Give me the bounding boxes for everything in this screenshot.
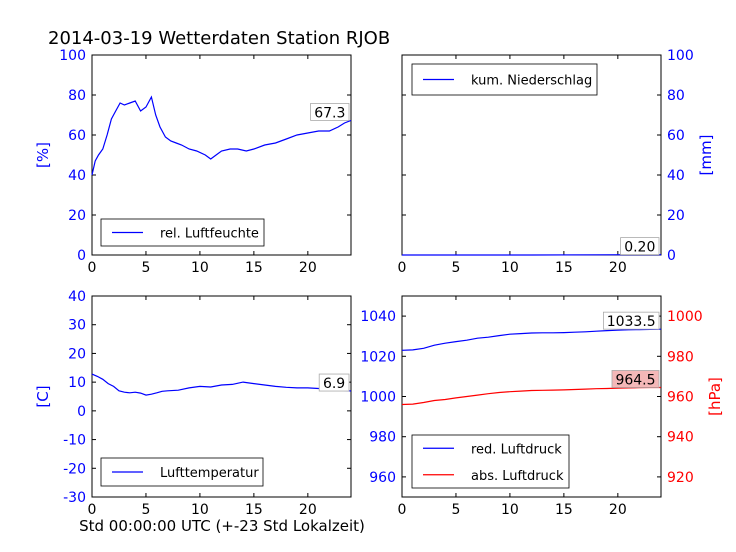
y-axis-label: [C] (34, 385, 52, 407)
y-tick-label: 20 (68, 346, 86, 362)
y-tick-label: 980 (369, 430, 396, 446)
legend-label: red. Luftdruck (471, 442, 562, 457)
y-tick-label: 40 (68, 289, 86, 305)
end-label-box (620, 237, 660, 256)
legend-label: kum. Niederschlag (471, 74, 592, 89)
end-label: 0.20 (624, 240, 655, 256)
legend-label: abs. Luftdruck (471, 469, 564, 484)
y2-axis-label: [hPa] (706, 377, 724, 416)
panel-pressure: 0 5 10 15 20 960 980 1000 1020 1040 920 940 960 980 10… (360, 295, 724, 518)
plot-frame (91, 54, 352, 256)
y-tick-label: 20 (68, 208, 86, 224)
x-axis-label: Std 00:00:00 UTC (+-23 Std Lokalzeit) (79, 517, 365, 535)
x-tick-label: 15 (555, 260, 573, 276)
x-tick-label: 20 (299, 260, 317, 276)
y-axis-label: [mm] (697, 135, 715, 176)
y-tick-label: 0 (77, 404, 86, 420)
x-tick-label: 20 (609, 502, 627, 518)
y-tick-label: 40 (667, 168, 685, 184)
x-tick-label: 0 (398, 502, 407, 518)
y-tick-label: -10 (63, 433, 86, 449)
panel-precipitation: 0 5 10 15 20 0 20 40 60 80 100 [mm] 0.20 kum. Nieders… (398, 48, 715, 276)
end-label-box (310, 103, 350, 121)
y2-tick-label: 980 (667, 349, 694, 365)
series-line (91, 95, 352, 176)
y2-tick-label: 920 (667, 470, 694, 486)
legend-box (100, 218, 265, 247)
y-tick-label: -20 (63, 461, 86, 477)
y-tick-label: 40 (68, 168, 86, 184)
y-tick-label: 80 (667, 88, 685, 104)
x-tick-label: 10 (191, 260, 209, 276)
x-tick-label: 0 (398, 260, 407, 276)
end-label-box (611, 370, 660, 388)
y-tick-label: 960 (369, 470, 396, 486)
x-tick-label: 0 (88, 502, 97, 518)
end-label: 1033.5 (607, 314, 656, 330)
end-label-box (318, 373, 350, 392)
y-tick-label: 100 (667, 48, 694, 64)
series-line (91, 373, 352, 396)
x-tick-label: 20 (609, 260, 627, 276)
y-axis-label: [%] (34, 142, 52, 168)
y2-tick-label: 940 (667, 430, 694, 446)
y-tick-label: 1040 (360, 309, 396, 325)
x-tick-label: 5 (451, 260, 460, 276)
x-tick-label: 10 (191, 502, 209, 518)
y-tick-label: 60 (68, 128, 86, 144)
y-tick-label: 30 (68, 318, 86, 334)
end-label-box (603, 311, 660, 330)
chart-title: 2014-03-19 Wetterdaten Station RJOB (48, 28, 390, 49)
end-label: 964.5 (615, 372, 655, 388)
y-tick-label: -30 (63, 490, 86, 506)
x-tick-label: 15 (555, 502, 573, 518)
legend-label: Lufttemperatur (160, 466, 259, 481)
x-tick-label: 0 (88, 260, 97, 276)
x-tick-label: 5 (451, 502, 460, 518)
y-tick-label: 80 (68, 88, 86, 104)
x-tick-label: 15 (245, 502, 263, 518)
y-tick-label: 10 (68, 375, 86, 391)
x-tick-label: 10 (501, 260, 519, 276)
legend-box (411, 434, 570, 489)
x-tick-label: 5 (141, 260, 150, 276)
legend-label: rel. Luftfeuchte (160, 227, 259, 242)
plot-frame (91, 295, 352, 498)
y-tick-label: 1000 (360, 390, 396, 406)
end-label: 6.9 (323, 376, 345, 392)
y2-tick-label: 1000 (667, 309, 703, 325)
y-tick-label: 100 (59, 48, 86, 64)
y-tick-label: 1020 (360, 349, 396, 365)
y-tick-label: 20 (667, 208, 685, 224)
x-tick-label: 20 (299, 502, 317, 518)
end-label: 67.3 (314, 105, 345, 121)
x-tick-label: 15 (245, 260, 263, 276)
y-tick-label: 0 (667, 248, 676, 264)
series-line (401, 328, 662, 351)
y-tick-label: 60 (667, 128, 685, 144)
y2-tick-label: 960 (667, 390, 694, 406)
x-tick-label: 5 (141, 502, 150, 518)
panel-humidity: 0 5 10 15 20 0 20 40 60 80 100 [%] 67.3 rel. Luftfeuc… (34, 48, 352, 276)
y-tick-label: 0 (77, 248, 86, 264)
panel-temperature: 0 5 10 15 20 -30 -20 -10 0 10 20 30 40 [C] 6.9 Lufttemp… (34, 289, 352, 518)
series-line (401, 386, 661, 406)
x-tick-label: 10 (501, 502, 519, 518)
